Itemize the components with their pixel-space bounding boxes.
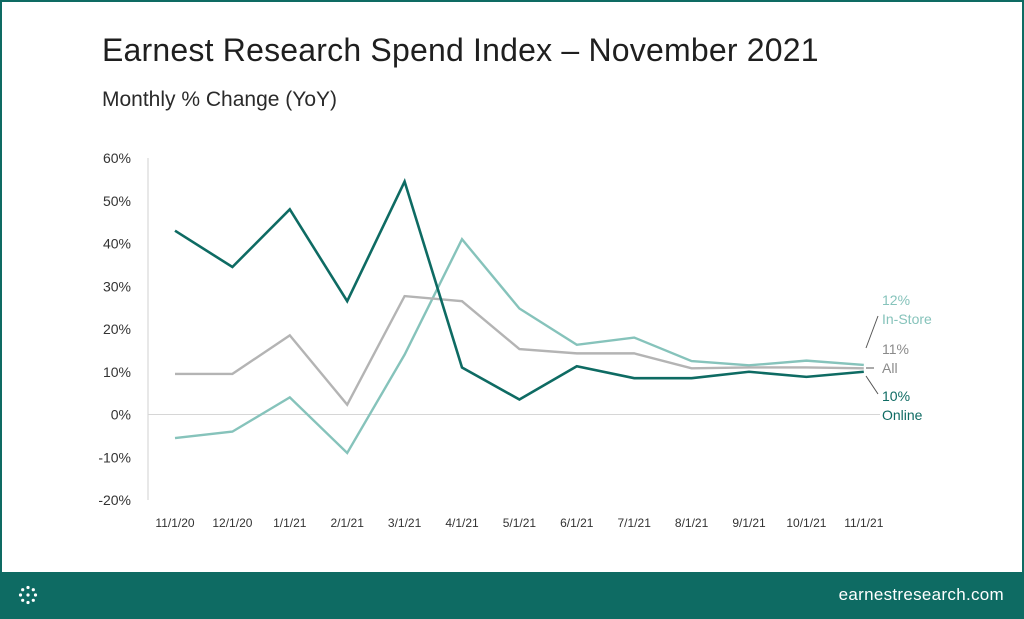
end-label-value-in-store: 12%: [882, 292, 910, 308]
chart-subtitle: Monthly % Change (YoY): [102, 88, 338, 111]
y-tick-label: 20%: [103, 321, 131, 337]
footer-bar: earnestresearch.com: [0, 572, 1024, 619]
x-tick-label: 4/1/21: [445, 516, 479, 530]
x-tick-label: 7/1/21: [618, 516, 652, 530]
y-tick-label: 0%: [111, 407, 131, 423]
x-tick-label: 1/1/21: [273, 516, 307, 530]
chart-frame: Earnest Research Spend Index – November …: [0, 0, 1024, 572]
chart-title: Earnest Research Spend Index – November …: [102, 32, 819, 68]
series-line-all: [175, 294, 864, 407]
x-tick-label: 12/1/20: [212, 516, 252, 530]
series-line-in-store: [174, 237, 864, 455]
y-tick-label: 50%: [103, 193, 131, 209]
x-tick-label: 9/1/21: [732, 516, 766, 530]
x-tick-label: 10/1/21: [786, 516, 826, 530]
x-tick-label: 5/1/21: [503, 516, 537, 530]
y-tick-label: 40%: [103, 236, 131, 252]
x-tick-label: 3/1/21: [388, 516, 422, 530]
end-label-value-online: 10%: [882, 388, 910, 404]
y-tick-label: -20%: [98, 492, 131, 508]
line-chart: 60% 50% 40% 30% 20% 10% 0% -10% -20% 11/1/20 12/1/…: [98, 150, 932, 530]
end-label-name-in-store: In-Store: [882, 311, 932, 327]
leader-line-in-store: [865, 315, 879, 349]
end-label-name-online: Online: [882, 407, 923, 423]
x-tick-label: 11/1/20: [155, 516, 194, 530]
y-tick-label: -10%: [98, 449, 131, 465]
series-line-online: [174, 177, 864, 402]
leader-line-online: [865, 375, 879, 395]
y-tick-label: 60%: [103, 150, 131, 166]
end-label-value-all: 11%: [882, 341, 909, 357]
x-tick-label: 6/1/21: [560, 516, 594, 530]
x-tick-label: 11/1/21: [844, 516, 883, 530]
end-label-name-all: All: [882, 360, 898, 376]
x-tick-label: 2/1/21: [331, 516, 365, 530]
y-tick-label: 30%: [103, 278, 131, 294]
y-tick-label: 10%: [103, 364, 131, 380]
x-tick-label: 8/1/21: [675, 516, 709, 530]
earnest-logo-icon: [18, 585, 38, 610]
footer-url-link[interactable]: earnestresearch.com: [838, 585, 1004, 604]
